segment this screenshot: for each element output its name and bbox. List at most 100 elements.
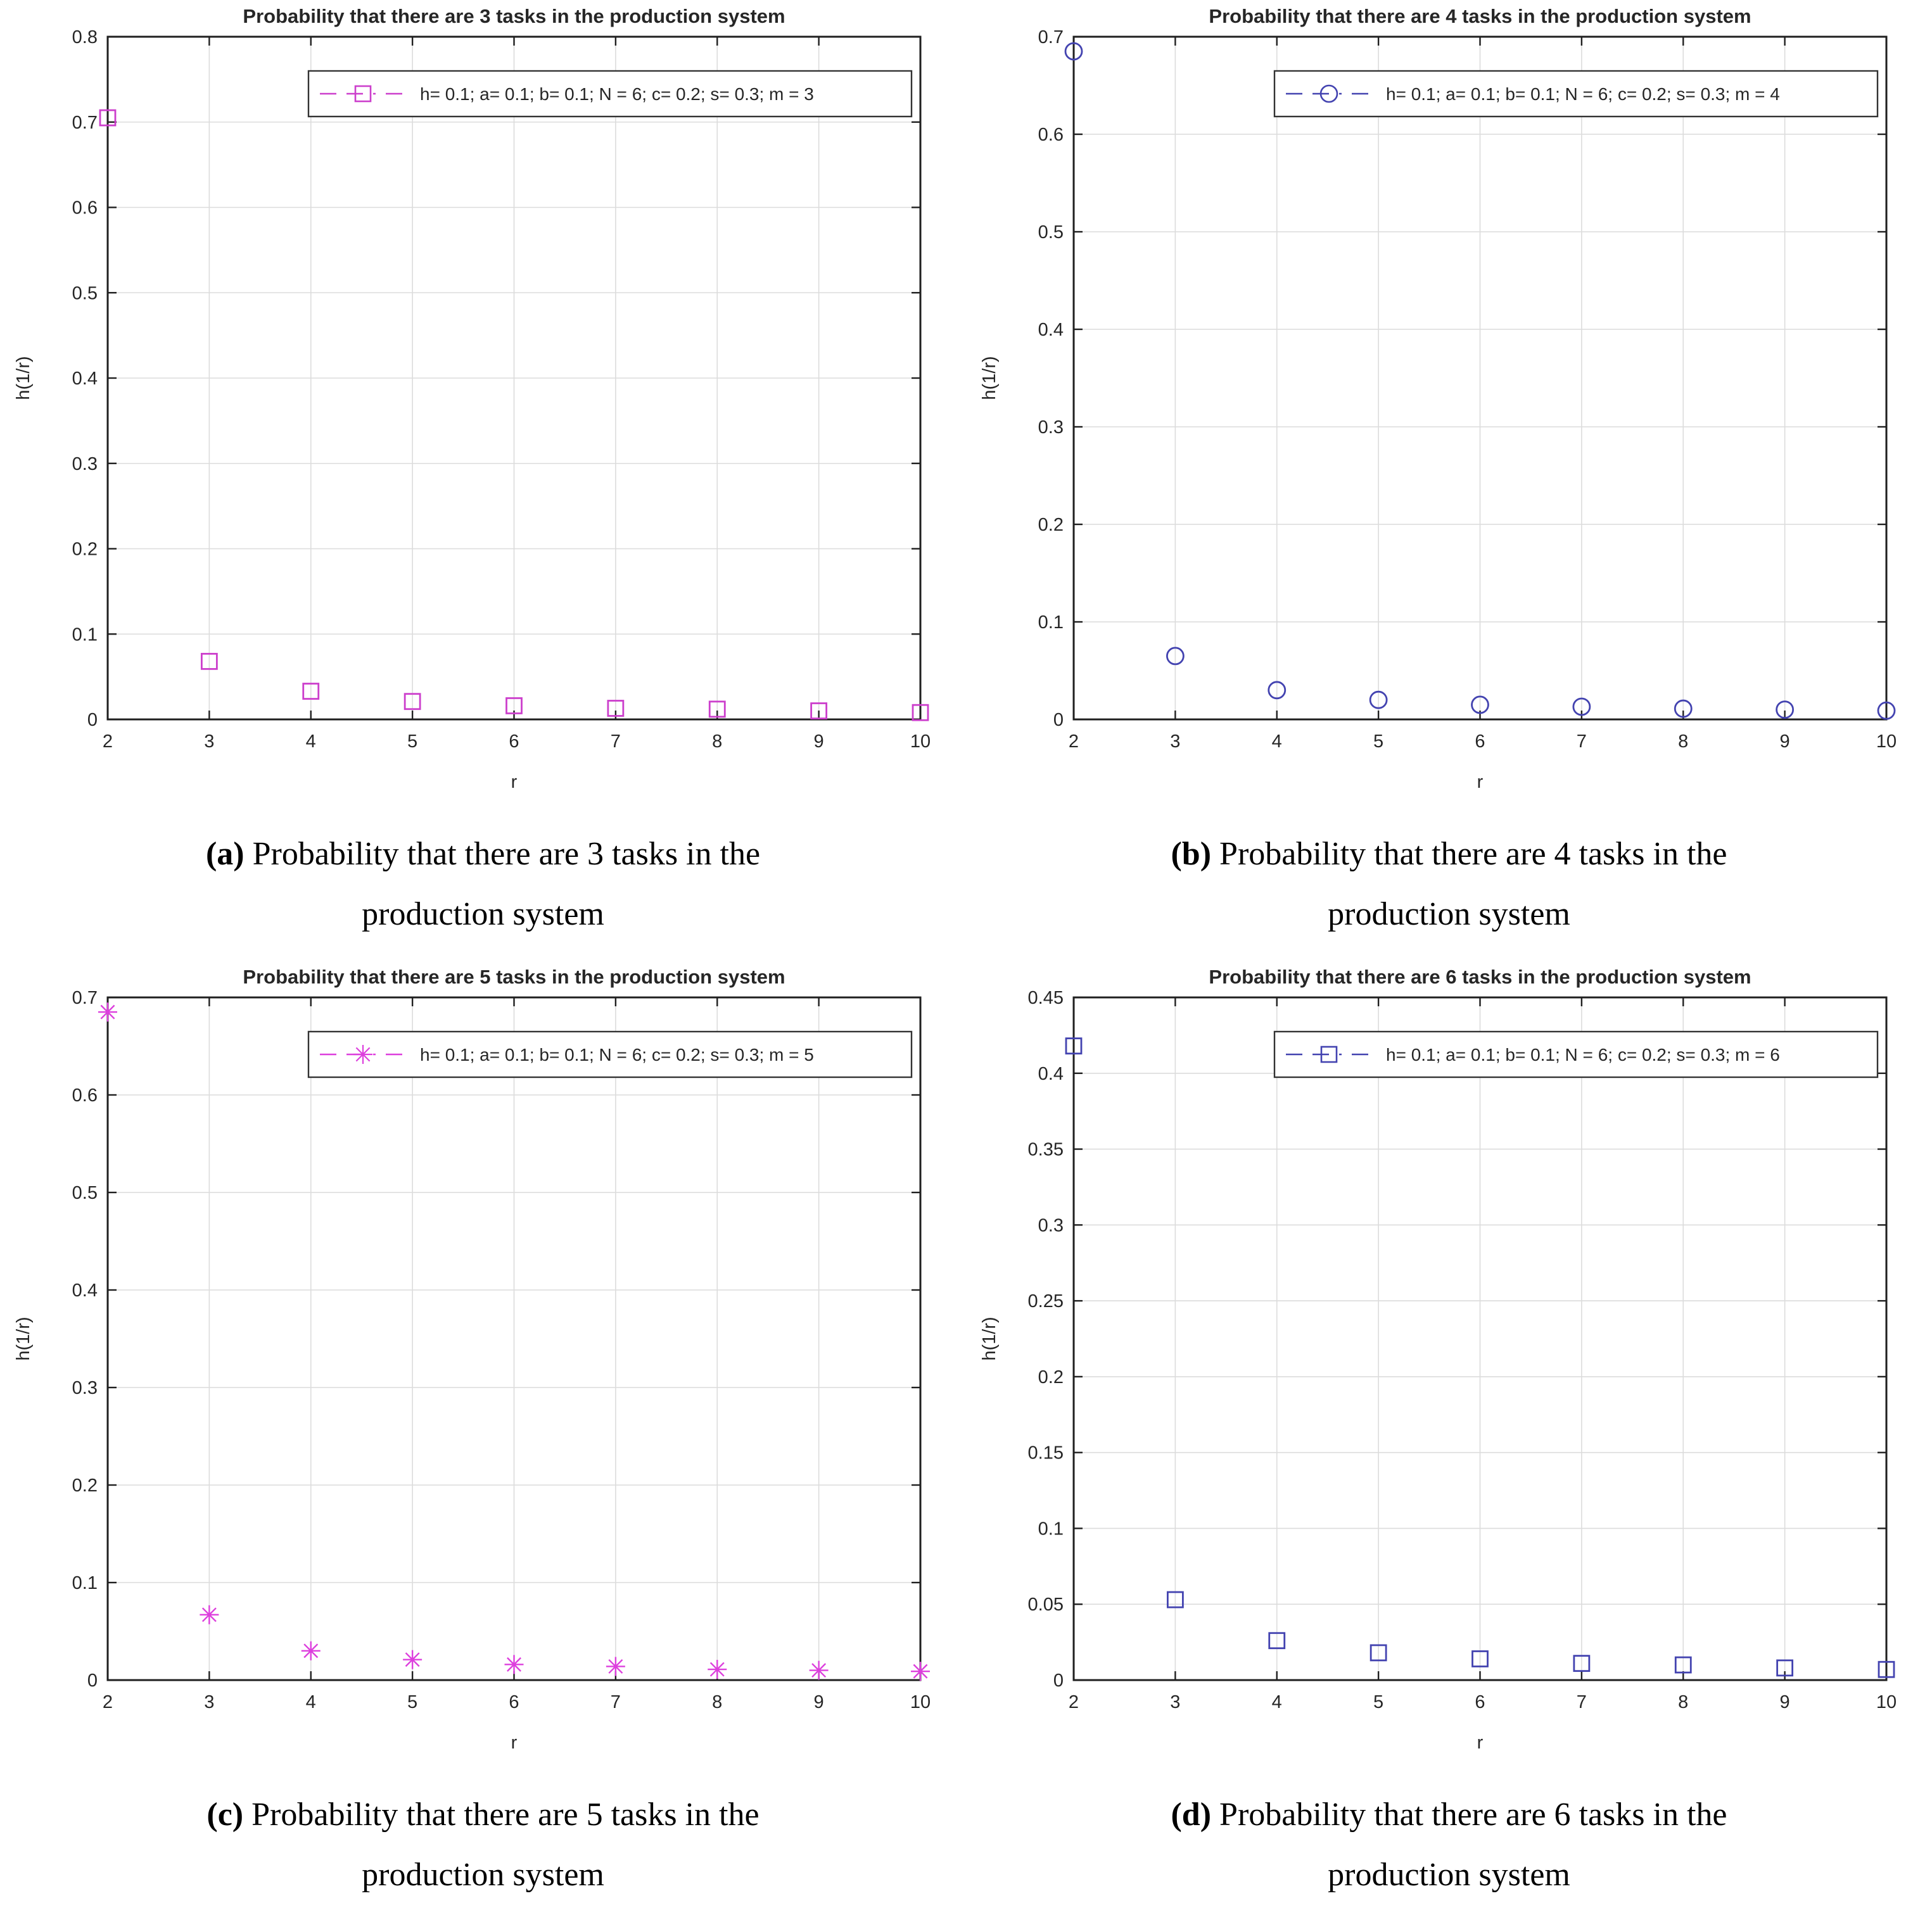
svg-text:6: 6 bbox=[1475, 1692, 1485, 1712]
svg-text:h(1/r): h(1/r) bbox=[979, 356, 1000, 400]
panel-c: 0 0.1 0.2 0.3 0.4 0.5 0.6 0.7 2 3 4 5 6 7 8 9 10 Probabil… bbox=[0, 961, 966, 1921]
svg-text:0.1: 0.1 bbox=[1038, 1519, 1064, 1539]
panel-b: 0 0.1 0.2 0.3 0.4 0.5 0.6 0.7 2 3 4 5 6 7 8 9 10 Probabil… bbox=[966, 0, 1932, 961]
svg-text:0.4: 0.4 bbox=[72, 1280, 98, 1301]
svg-text:10: 10 bbox=[1876, 1692, 1897, 1712]
svg-text:0.8: 0.8 bbox=[72, 27, 98, 47]
svg-text:3: 3 bbox=[204, 731, 214, 752]
svg-text:8: 8 bbox=[1678, 731, 1688, 752]
svg-text:h= 0.1; a= 0.1; b= 0.1; N = 6;: h= 0.1; a= 0.1; b= 0.1; N = 6; c= 0.2; s… bbox=[420, 84, 814, 104]
caption-a-line1: Probability that there are 3 tasks in th… bbox=[252, 836, 761, 872]
svg-text:8: 8 bbox=[712, 731, 722, 752]
svg-text:r: r bbox=[511, 772, 518, 792]
svg-text:0.05: 0.05 bbox=[1028, 1595, 1064, 1615]
svg-text:0.5: 0.5 bbox=[72, 283, 98, 303]
svg-text:6: 6 bbox=[509, 1692, 519, 1712]
caption-b-line1: Probability that there are 4 tasks in th… bbox=[1219, 836, 1727, 872]
svg-text:4: 4 bbox=[1272, 1692, 1282, 1712]
svg-text:5: 5 bbox=[1373, 1692, 1383, 1712]
svg-text:3: 3 bbox=[1170, 731, 1180, 752]
svg-text:0.3: 0.3 bbox=[72, 454, 98, 474]
svg-text:0.7: 0.7 bbox=[72, 988, 98, 1008]
svg-text:h= 0.1; a= 0.1; b= 0.1; N = 6;: h= 0.1; a= 0.1; b= 0.1; N = 6; c= 0.2; s… bbox=[420, 1045, 814, 1065]
svg-text:h= 0.1; a= 0.1; b= 0.1; N = 6;: h= 0.1; a= 0.1; b= 0.1; N = 6; c= 0.2; s… bbox=[1386, 84, 1780, 104]
svg-text:h(1/r): h(1/r) bbox=[13, 356, 34, 400]
svg-text:6: 6 bbox=[509, 731, 519, 752]
svg-text:h= 0.1; a= 0.1; b= 0.1; N = 6;: h= 0.1; a= 0.1; b= 0.1; N = 6; c= 0.2; s… bbox=[1386, 1045, 1780, 1065]
svg-text:9: 9 bbox=[1780, 731, 1790, 752]
svg-text:10: 10 bbox=[1876, 731, 1897, 752]
svg-text:2: 2 bbox=[103, 1692, 113, 1712]
svg-text:7: 7 bbox=[611, 1692, 621, 1712]
svg-text:0.3: 0.3 bbox=[72, 1378, 98, 1398]
panel-a: 0 0.1 0.2 0.3 0.4 0.5 0.6 0.7 0.8 2 3 4 5 6 7 8 9 10 Proba… bbox=[0, 0, 966, 961]
svg-text:0: 0 bbox=[1053, 1671, 1064, 1691]
svg-text:h(1/r): h(1/r) bbox=[13, 1317, 34, 1361]
svg-text:0.6: 0.6 bbox=[1038, 125, 1064, 145]
caption-d-line1: Probability that there are 6 tasks in th… bbox=[1219, 1797, 1727, 1833]
svg-text:0.3: 0.3 bbox=[1038, 1216, 1064, 1236]
chart-6-tasks: 0 0.05 0.1 0.15 0.2 0.25 0.3 0.35 0.4 0.45 2 3 4 5 6 7 8… bbox=[966, 961, 1932, 1764]
svg-text:0.3: 0.3 bbox=[1038, 417, 1064, 438]
caption-c-label: (c) bbox=[207, 1797, 244, 1833]
svg-text:8: 8 bbox=[712, 1692, 722, 1712]
caption-a: (a) Probability that there are 3 tasks i… bbox=[46, 825, 920, 944]
svg-text:0.7: 0.7 bbox=[1038, 27, 1064, 47]
svg-text:0.7: 0.7 bbox=[72, 113, 98, 133]
svg-text:0.2: 0.2 bbox=[1038, 1367, 1064, 1388]
panel-d: 0 0.05 0.1 0.15 0.2 0.25 0.3 0.35 0.4 0.45 2 3 4 5 6 7 8… bbox=[966, 961, 1932, 1921]
svg-text:0.6: 0.6 bbox=[72, 198, 98, 218]
svg-text:0: 0 bbox=[1053, 710, 1064, 730]
svg-text:0.4: 0.4 bbox=[1038, 320, 1064, 340]
svg-text:0.5: 0.5 bbox=[1038, 222, 1064, 243]
svg-text:0: 0 bbox=[87, 710, 98, 730]
svg-text:0: 0 bbox=[87, 1671, 98, 1691]
svg-text:0.35: 0.35 bbox=[1028, 1140, 1064, 1160]
svg-text:2: 2 bbox=[1069, 731, 1079, 752]
svg-text:5: 5 bbox=[407, 1692, 417, 1712]
svg-text:0.1: 0.1 bbox=[72, 1573, 98, 1593]
svg-text:Probability that there are 3 t: Probability that there are 3 tasks in th… bbox=[243, 5, 785, 27]
svg-text:0.2: 0.2 bbox=[1038, 515, 1064, 535]
svg-text:h(1/r): h(1/r) bbox=[979, 1317, 1000, 1361]
chart-4-tasks: 0 0.1 0.2 0.3 0.4 0.5 0.6 0.7 2 3 4 5 6 7 8 9 10 Probabil… bbox=[966, 0, 1932, 803]
svg-text:0.1: 0.1 bbox=[72, 624, 98, 645]
svg-text:4: 4 bbox=[306, 731, 316, 752]
svg-text:5: 5 bbox=[1373, 731, 1383, 752]
svg-text:0.2: 0.2 bbox=[72, 540, 98, 560]
svg-text:7: 7 bbox=[611, 731, 621, 752]
caption-c-line1: Probability that there are 5 tasks in th… bbox=[251, 1797, 759, 1833]
svg-text:7: 7 bbox=[1577, 731, 1587, 752]
svg-text:Probability that there are 5 t: Probability that there are 5 tasks in th… bbox=[243, 966, 785, 988]
svg-text:r: r bbox=[511, 1733, 518, 1753]
svg-text:0.4: 0.4 bbox=[72, 369, 98, 389]
caption-b: (b) Probability that there are 4 tasks i… bbox=[1012, 825, 1886, 944]
svg-text:Probability that there are 4 t: Probability that there are 4 tasks in th… bbox=[1209, 5, 1751, 27]
chart-5-tasks: 0 0.1 0.2 0.3 0.4 0.5 0.6 0.7 2 3 4 5 6 7 8 9 10 Probabil… bbox=[0, 961, 966, 1764]
svg-text:3: 3 bbox=[204, 1692, 214, 1712]
svg-text:0.4: 0.4 bbox=[1038, 1064, 1064, 1084]
svg-text:7: 7 bbox=[1577, 1692, 1587, 1712]
caption-c-line2: production system bbox=[362, 1856, 604, 1893]
svg-text:3: 3 bbox=[1170, 1692, 1180, 1712]
svg-text:5: 5 bbox=[407, 731, 417, 752]
svg-text:2: 2 bbox=[1069, 1692, 1079, 1712]
caption-d: (d) Probability that there are 6 tasks i… bbox=[1012, 1785, 1886, 1905]
svg-text:0.25: 0.25 bbox=[1028, 1291, 1064, 1312]
svg-text:Probability that there are 6 t: Probability that there are 6 tasks in th… bbox=[1209, 966, 1751, 988]
svg-text:9: 9 bbox=[814, 1692, 824, 1712]
svg-text:8: 8 bbox=[1678, 1692, 1688, 1712]
svg-text:4: 4 bbox=[306, 1692, 316, 1712]
svg-text:0.45: 0.45 bbox=[1028, 988, 1064, 1008]
svg-text:0.6: 0.6 bbox=[72, 1085, 98, 1106]
svg-text:0.1: 0.1 bbox=[1038, 612, 1064, 633]
svg-text:9: 9 bbox=[814, 731, 824, 752]
svg-text:10: 10 bbox=[910, 1692, 931, 1712]
caption-b-label: (b) bbox=[1171, 836, 1212, 872]
svg-text:r: r bbox=[1477, 1733, 1484, 1753]
svg-text:r: r bbox=[1477, 772, 1484, 792]
caption-a-label: (a) bbox=[205, 836, 245, 872]
svg-text:9: 9 bbox=[1780, 1692, 1790, 1712]
svg-text:0.5: 0.5 bbox=[72, 1183, 98, 1203]
